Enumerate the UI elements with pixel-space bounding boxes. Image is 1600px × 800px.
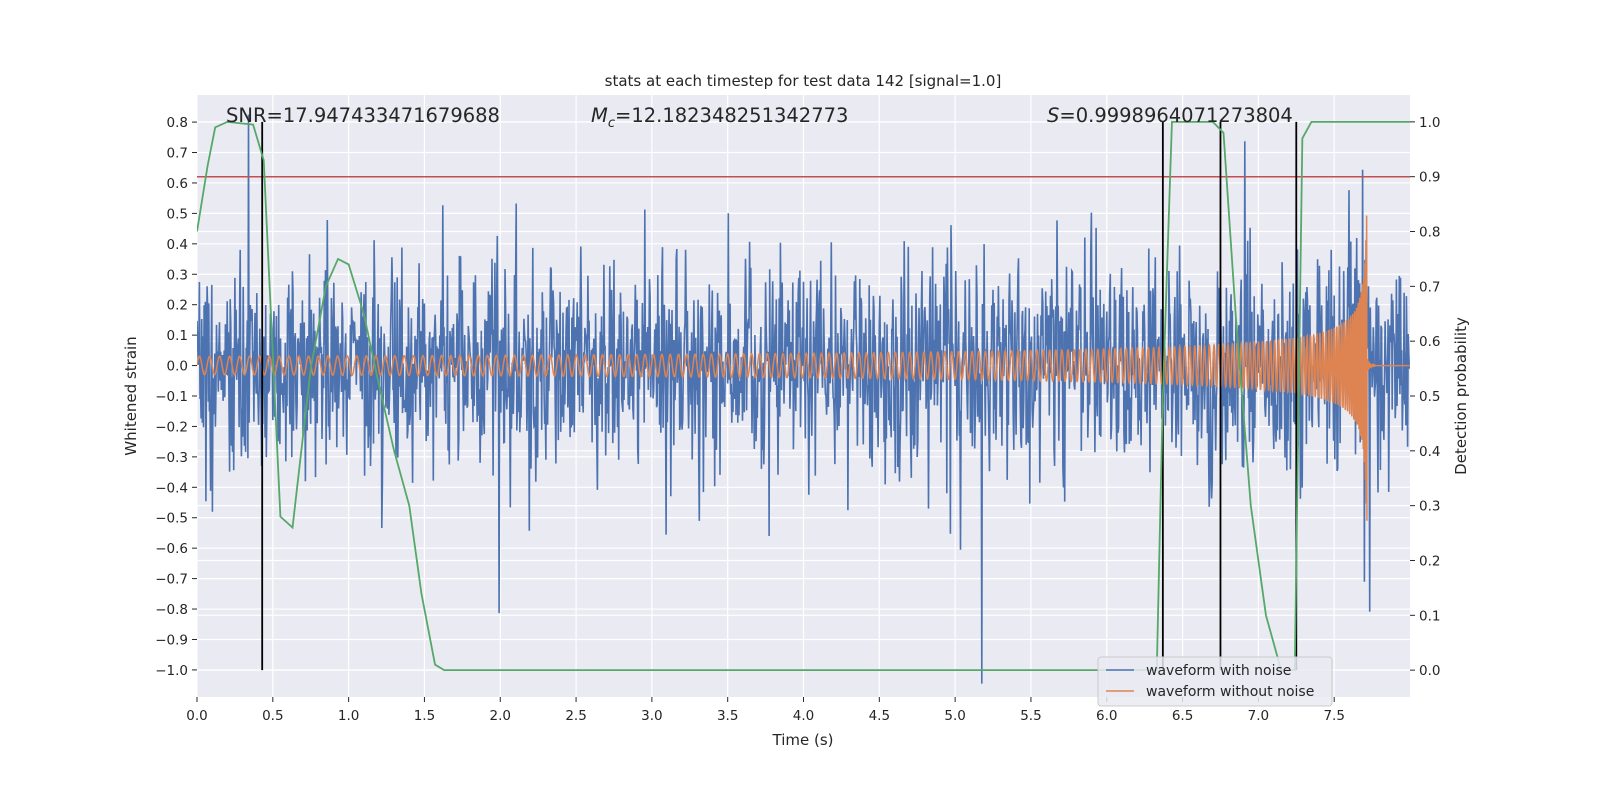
- y-tick-label: −1.0: [155, 663, 188, 679]
- mc-symbol: M: [591, 104, 608, 127]
- score-annotation: S=0.9998964071273804: [1047, 104, 1293, 127]
- x-tick-label: 3.0: [641, 708, 662, 724]
- x-tick-label: 6.0: [1096, 708, 1117, 724]
- y-tick-label: −0.1: [155, 389, 188, 405]
- y-tick-label: −0.4: [155, 480, 188, 496]
- y-tick-label: −0.5: [155, 511, 188, 527]
- y-tick-label: −0.9: [155, 632, 188, 648]
- x-axis-label: Time (s): [772, 731, 834, 749]
- chirp-mass-annotation: Mc=12.182348251342773: [591, 104, 848, 131]
- y-right-tick-label: 0.5: [1419, 389, 1440, 405]
- y-right-tick-label: 0.3: [1419, 499, 1440, 515]
- x-tick-label: 2.5: [565, 708, 586, 724]
- s-symbol: S: [1047, 104, 1059, 127]
- y-right-tick-label: 0.0: [1419, 663, 1440, 679]
- x-tick-label: 0.0: [186, 708, 207, 724]
- y-right-tick-label: 0.8: [1419, 225, 1440, 241]
- y-tick-label: 0.2: [167, 298, 188, 314]
- y-tick-label: 0.6: [167, 176, 188, 192]
- y-right-tick-label: 0.7: [1419, 279, 1440, 295]
- y-tick-label: 0.3: [167, 267, 188, 283]
- mc-value: =12.182348251342773: [615, 104, 848, 127]
- s-value: =0.9998964071273804: [1059, 104, 1292, 127]
- y-tick-label: 0.8: [167, 115, 188, 131]
- y-tick-label: 0.4: [167, 237, 188, 253]
- mc-subscript: c: [608, 116, 615, 131]
- y-tick-label: −0.3: [155, 450, 188, 466]
- legend-label-noise: waveform with noise: [1146, 663, 1291, 679]
- y-right-tick-label: 0.6: [1419, 334, 1440, 350]
- noisy-waveform-line: [197, 114, 1410, 684]
- x-tick-label: 4.0: [793, 708, 814, 724]
- legend: waveform with noise waveform without noi…: [1097, 656, 1333, 707]
- clean-waveform-line: [197, 215, 1410, 521]
- y-right-tick-label: 0.9: [1419, 170, 1440, 186]
- y-right-tick-label: 0.4: [1419, 444, 1440, 460]
- y-tick-label: −0.6: [155, 541, 188, 557]
- y-axis-label: Whitened strain: [122, 336, 140, 455]
- x-tick-label: 5.5: [1020, 708, 1041, 724]
- x-tick-label: 4.5: [869, 708, 890, 724]
- x-tick-label: 1.0: [338, 708, 359, 724]
- y-tick-label: 0.1: [167, 328, 188, 344]
- y-axis-right-label: Detection probability: [1452, 317, 1470, 475]
- y-right-tick-label: 1.0: [1419, 115, 1440, 131]
- x-tick-label: 3.5: [717, 708, 738, 724]
- chart-title: stats at each timestep for test data 142…: [605, 72, 1002, 90]
- y-tick-label: −0.8: [155, 602, 188, 618]
- x-tick-label: 1.5: [414, 708, 435, 724]
- y-tick-label: −0.2: [155, 419, 188, 435]
- detection-probability-line: [197, 120, 1410, 672]
- x-tick-label: 2.0: [490, 708, 511, 724]
- y-tick-label: 0.7: [167, 146, 188, 162]
- x-tick-label: 6.5: [1172, 708, 1193, 724]
- y-tick-label: −0.7: [155, 572, 188, 588]
- x-tick-label: 5.0: [944, 708, 965, 724]
- snr-annotation: SNR=17.947433471679688: [226, 104, 500, 127]
- y-right-tick-label: 0.1: [1419, 608, 1440, 624]
- y-tick-label: 0.5: [167, 206, 188, 222]
- x-tick-label: 7.0: [1248, 708, 1269, 724]
- legend-box: [1097, 656, 1333, 707]
- legend-label-clean: waveform without noise: [1146, 684, 1314, 700]
- y-right-tick-label: 0.2: [1419, 553, 1440, 569]
- y-tick-label: 0.0: [167, 359, 188, 375]
- x-tick-label: 0.5: [262, 708, 283, 724]
- x-tick-label: 7.5: [1323, 708, 1344, 724]
